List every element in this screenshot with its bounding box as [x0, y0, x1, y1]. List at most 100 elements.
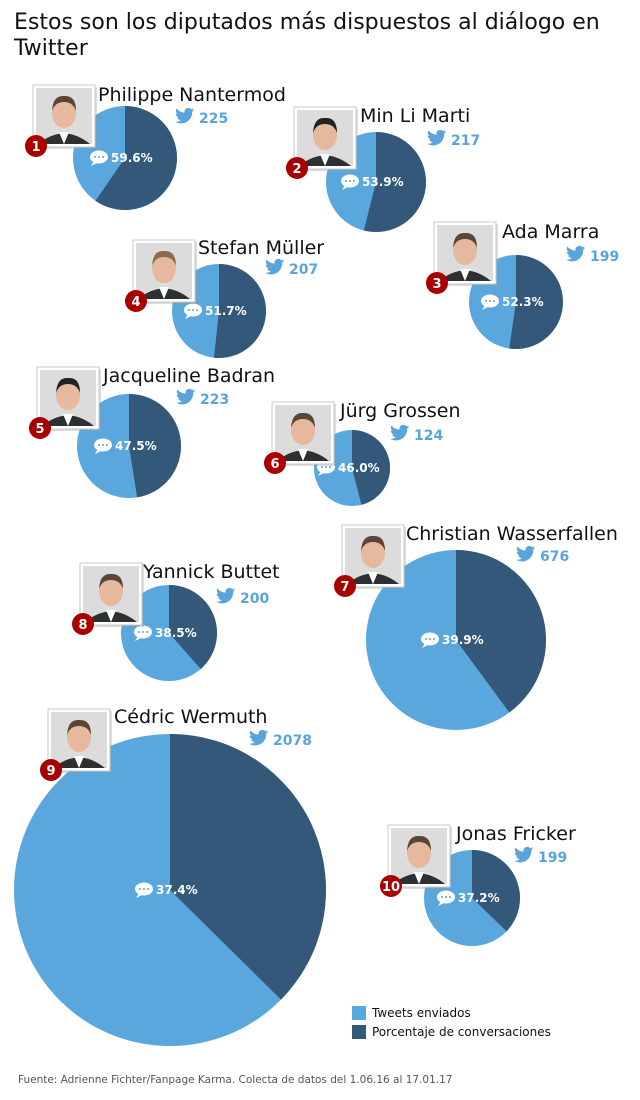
speech-bubble-icon: [437, 890, 455, 906]
pie-slice-conversations: [95, 105, 178, 210]
rank-badge: 1: [25, 135, 47, 157]
politician-name: Yannick Buttet: [142, 561, 280, 583]
tweets-count: 676: [540, 549, 569, 565]
portrait-photo: [32, 84, 97, 149]
speech-bubble-icon: [94, 438, 112, 454]
tweets-count: 225: [199, 111, 228, 127]
rank-number: 8: [78, 618, 87, 633]
rank-badge: 9: [40, 759, 62, 781]
source-note: Fuente: Adrienne Fichter/Fanpage Karma. …: [18, 1074, 453, 1086]
rank-badge: 8: [72, 613, 94, 635]
twitter-bird-icon: [390, 424, 410, 441]
politician-2: 53.9% 2 Min Li Marti 217: [286, 105, 480, 232]
conversation-pct-label: 46.0%: [338, 461, 380, 475]
twitter-bird-icon: [566, 245, 586, 262]
conversation-pct-label: 37.4%: [156, 883, 198, 897]
politician-8: 38.5% 8 Yannick Buttet 200: [72, 561, 280, 681]
portrait-photo: [293, 106, 358, 171]
rank-number: 9: [46, 764, 55, 779]
legend: Tweets enviados Porcentaje de conversaci…: [352, 1003, 551, 1041]
portrait-photo: [341, 524, 406, 589]
conversation-pct-label: 51.7%: [205, 304, 247, 318]
pie-slice-conversations: [129, 394, 181, 498]
tweets-count: 124: [414, 428, 443, 444]
portrait-photo: [47, 708, 112, 773]
speech-bubble-icon: [134, 625, 152, 641]
politician-6: 46.0% 6 Jürg Grossen 124: [264, 400, 461, 506]
pie-slice-conversations: [456, 550, 547, 713]
tweets-count: 223: [200, 392, 229, 408]
politician-name: Jacqueline Badran: [102, 365, 275, 387]
legend-swatch-conversations: [352, 1024, 366, 1039]
politician-name: Cédric Wermuth: [114, 706, 267, 728]
speech-bubble-icon: [90, 150, 108, 166]
conversation-pct-label: 39.9%: [442, 633, 484, 647]
tweets-count: 199: [538, 850, 567, 866]
pie-slice-conversations: [352, 429, 391, 505]
tweets-count: 2078: [273, 733, 312, 749]
rank-number: 6: [270, 457, 279, 472]
legend-swatch-tweets: [352, 1005, 366, 1020]
politician-name: Jonas Fricker: [455, 823, 576, 845]
rank-number: 1: [31, 140, 40, 155]
politician-name: Jürg Grossen: [339, 400, 461, 422]
conversation-pct-label: 38.5%: [155, 626, 197, 640]
rank-badge: 6: [264, 452, 286, 474]
twitter-bird-icon: [216, 587, 236, 604]
portrait-photo: [387, 824, 452, 889]
politician-name: Philippe Nantermod: [98, 84, 286, 106]
rank-badge: 4: [125, 290, 147, 312]
twitter-bird-icon: [249, 729, 269, 746]
conversation-pct-label: 47.5%: [115, 439, 157, 453]
politician-name: Christian Wasserfallen: [406, 523, 618, 545]
politician-3: 52.3% 3 Ada Marra 199: [426, 221, 619, 350]
speech-bubble-icon: [135, 882, 153, 898]
politician-name: Stefan Müller: [198, 237, 324, 259]
tweets-count: 207: [289, 262, 318, 278]
portrait-photo: [132, 239, 197, 304]
rank-badge: 7: [334, 575, 356, 597]
rank-number: 4: [131, 295, 140, 310]
rank-badge: 2: [286, 157, 308, 179]
conversation-pct-label: 53.9%: [362, 175, 404, 189]
pie-slice-conversations: [170, 734, 326, 1000]
rank-number: 5: [35, 422, 44, 437]
pie-slice-conversations: [509, 255, 563, 350]
portrait-photo: [79, 562, 144, 627]
conversation-pct-label: 52.3%: [502, 295, 544, 309]
twitter-bird-icon: [265, 258, 285, 275]
rank-badge: 5: [29, 417, 51, 439]
twitter-bird-icon: [175, 107, 195, 124]
pie-slice-conversations: [169, 585, 218, 670]
politician-5: 47.5% 5 Jacqueline Badran 223: [29, 365, 275, 498]
politician-4: 51.7% 4 Stefan Müller 207: [125, 237, 324, 359]
speech-bubble-icon: [341, 174, 359, 190]
politician-10: 37.2% 10 Jonas Fricker 199: [380, 823, 576, 946]
legend-label-tweets: Tweets enviados: [372, 1005, 471, 1020]
politician-name: Min Li Marti: [360, 105, 470, 127]
conversation-pct-label: 59.6%: [111, 151, 153, 165]
speech-bubble-icon: [481, 294, 499, 310]
conversation-pct-label: 37.2%: [458, 891, 500, 905]
twitter-bird-icon: [514, 846, 534, 863]
tweets-count: 217: [451, 133, 480, 149]
speech-bubble-icon: [421, 632, 439, 648]
twitter-bird-icon: [427, 129, 447, 146]
chart-title: Estos son los diputados más dispuestos a…: [14, 10, 600, 61]
portrait-photo: [271, 401, 336, 466]
pie-slice-conversations: [363, 132, 426, 232]
bubble-pie-chart: 59.6% 1 Philippe Nantermod 225 53.9% 2 Min Li …: [14, 84, 619, 1046]
politician-9: 37.4% 9 Cédric Wermuth 2078: [14, 706, 326, 1046]
rank-number: 10: [382, 880, 400, 895]
portrait-photo: [433, 221, 498, 286]
rank-badge: 10: [380, 875, 402, 897]
pie-slice-conversations: [472, 850, 520, 932]
legend-item-conversations: Porcentaje de conversaciones: [352, 1022, 551, 1041]
twitter-bird-icon: [176, 388, 196, 405]
twitter-bird-icon: [516, 545, 536, 562]
rank-badge: 3: [426, 272, 448, 294]
tweets-count: 199: [590, 249, 619, 265]
rank-number: 7: [340, 580, 349, 595]
portrait-photo: [36, 366, 101, 431]
politician-1: 59.6% 1 Philippe Nantermod 225: [25, 84, 286, 210]
